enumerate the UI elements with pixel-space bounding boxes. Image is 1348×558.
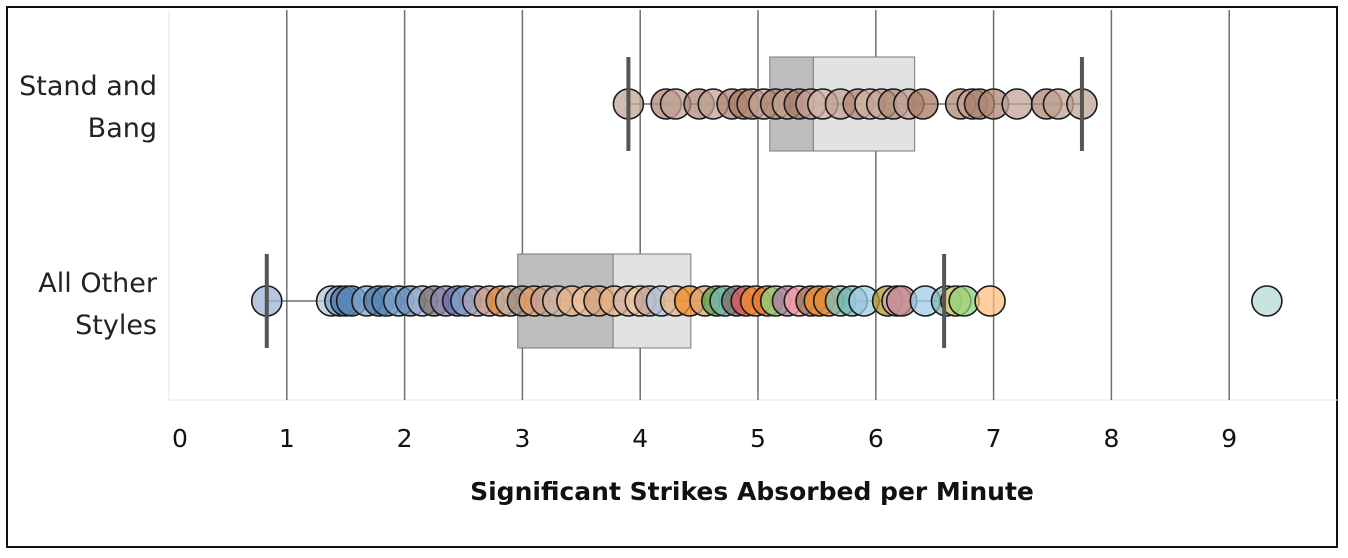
x-tick-label: 8 xyxy=(1103,424,1119,453)
whisker-cap xyxy=(942,254,947,348)
x-tick-label: 5 xyxy=(750,424,766,453)
data-points xyxy=(250,88,1283,317)
whisker-cap xyxy=(264,254,269,348)
category-labels: Stand and Bang All Other Styles xyxy=(19,71,158,341)
x-tick-label: 2 xyxy=(397,424,413,453)
x-axis-title: Significant Strikes Absorbed per Minute xyxy=(470,477,1034,506)
data-point xyxy=(907,88,939,120)
chart-frame xyxy=(6,6,1338,548)
x-tick-label: 9 xyxy=(1221,424,1237,453)
data-point xyxy=(1001,88,1033,120)
data-point xyxy=(974,285,1006,317)
x-tick-label: 4 xyxy=(632,424,648,453)
x-tick-label: 3 xyxy=(514,424,530,453)
x-axis-tick-labels: 0 1 2 3 4 5 6 7 8 9 xyxy=(172,424,1237,453)
category-label-line: Bang xyxy=(88,113,157,144)
grid-lines xyxy=(168,10,1338,401)
x-tick-label: 1 xyxy=(279,424,295,453)
whisker-caps xyxy=(264,57,1084,348)
x-tick-label: 6 xyxy=(868,424,884,453)
category-label-line: Styles xyxy=(75,310,157,341)
x-tick-label: 0 xyxy=(172,424,188,453)
x-tick-label: 7 xyxy=(986,424,1002,453)
whisker-cap xyxy=(626,57,631,151)
whisker-cap xyxy=(1079,57,1084,151)
category-label-line: Stand and xyxy=(19,71,157,102)
category-label-line: All Other xyxy=(38,268,158,299)
data-point xyxy=(1251,285,1283,317)
